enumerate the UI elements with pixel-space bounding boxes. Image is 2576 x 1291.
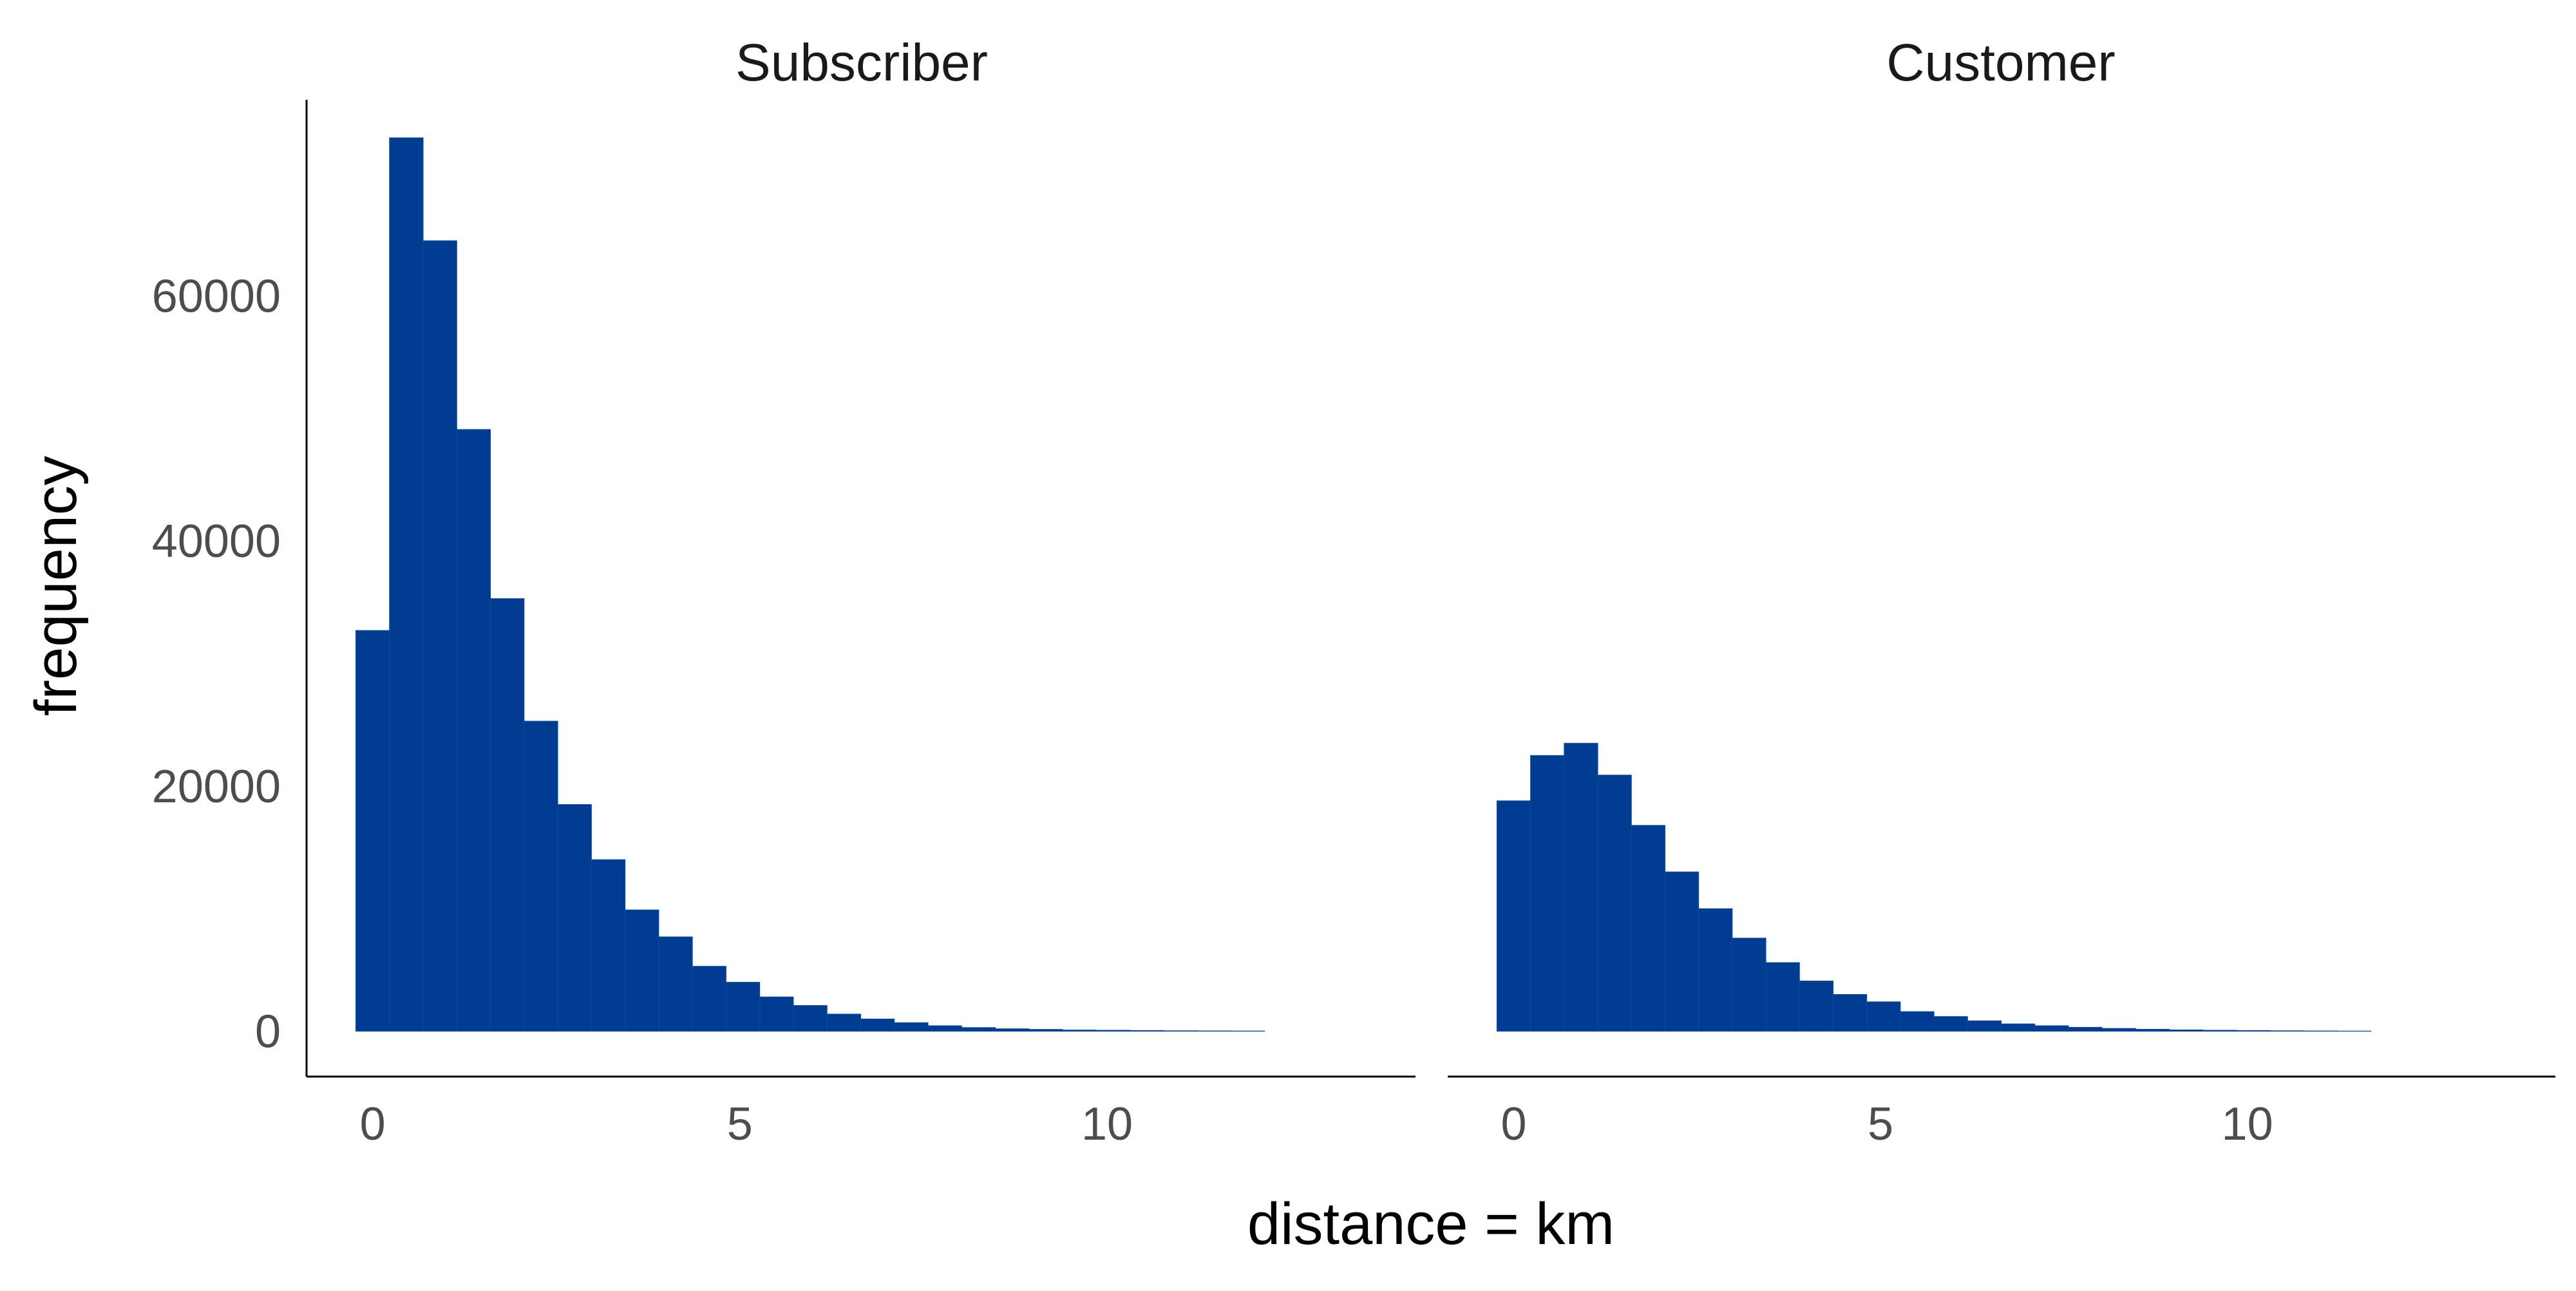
histogram-bar-subscriber [491,599,524,1032]
x-axis-title: distance = km [1247,1191,1615,1257]
histogram-bar-customer [2237,1030,2270,1031]
histogram-bar-customer [1564,743,1598,1031]
y-tick-label: 0 [255,1006,281,1058]
histogram-bar-subscriber [423,241,457,1032]
histogram-bar-subscriber [457,429,490,1032]
histogram-bar-subscriber [390,138,423,1032]
histogram-bar-customer [1766,963,1799,1032]
histogram-bar-subscriber [760,997,793,1031]
histogram-bar-subscriber [1197,1031,1231,1032]
histogram-bar-customer [1867,1002,1900,1032]
x-tick-label: 5 [1868,1098,1893,1150]
histogram-bar-subscriber [961,1028,995,1032]
histogram-bar-customer [2001,1024,2034,1031]
histogram-bar-subscriber [558,804,591,1031]
bars-customer [1497,743,2371,1031]
histogram-bar-customer [1934,1017,1967,1032]
histogram-bar-customer [1967,1021,2001,1031]
histogram-bar-subscriber [1029,1030,1063,1032]
histogram-bar-customer [1732,938,1766,1032]
histogram-bar-subscriber [692,966,726,1032]
histogram-bar-customer [1665,872,1698,1031]
panel-title-customer: Customer [1886,33,2115,92]
histogram-bar-subscriber [793,1006,827,1032]
y-tick-label: 20000 [152,761,281,813]
histogram-bar-customer [2069,1027,2102,1031]
histogram-bar-customer [1833,994,1866,1031]
x-tick-label: 10 [2222,1098,2273,1150]
histogram-bar-customer [1531,755,1564,1031]
histogram-bar-customer [1699,909,1732,1031]
histogram-bar-customer [1799,981,1833,1032]
histogram-bar-customer [2203,1030,2237,1032]
histogram-bar-customer [2270,1031,2304,1032]
x-tick-label: 0 [1501,1098,1526,1150]
y-tick-label: 40000 [152,516,281,567]
histogram-bar-subscriber [524,721,558,1032]
histogram-bar-subscriber [726,982,759,1031]
panel-title-subscriber: Subscriber [735,33,988,92]
histogram-bar-subscriber [895,1022,928,1031]
histogram-bar-subscriber [1063,1030,1096,1032]
histogram-bar-customer [2102,1028,2136,1031]
histogram-bar-subscriber [1096,1030,1130,1032]
histogram-bar-customer [2170,1030,2203,1031]
histogram-bar-subscriber [1130,1030,1164,1031]
histogram-bar-subscriber [827,1014,860,1032]
histogram-bar-customer [2136,1030,2169,1032]
x-tick-label: 0 [360,1098,386,1150]
histogram-bar-subscriber [659,937,692,1032]
y-axis-title: frequency [23,456,89,716]
panel-customer: Customer 0 5 10 [1448,33,2555,1150]
histogram-bar-subscriber [1164,1031,1197,1032]
histogram-bar-subscriber [625,910,659,1031]
histogram-bar-subscriber [356,630,390,1031]
histogram-bar-customer [1631,825,1665,1032]
x-tick-label: 5 [727,1098,753,1150]
x-ticks-customer: 0 5 10 [1501,1098,2273,1150]
histogram-bar-subscriber [996,1029,1029,1032]
x-ticks-subscriber: 0 5 10 [360,1098,1133,1150]
histogram-bar-customer [1900,1012,1934,1031]
histogram-bar-subscriber [860,1019,894,1032]
x-tick-label: 10 [1081,1098,1133,1150]
histogram-bar-subscriber [591,860,625,1031]
panel-subscriber: Subscriber 0 5 10 [307,33,1416,1150]
y-tick-label: 60000 [152,271,281,323]
histogram-bar-subscriber [928,1026,961,1032]
histogram-bar-customer [2035,1026,2069,1032]
histogram-bar-customer [1598,775,1631,1032]
y-ticks: 0 20000 40000 60000 [152,271,281,1058]
histogram-bar-customer [1497,801,1530,1032]
bars-subscriber [356,138,1265,1032]
